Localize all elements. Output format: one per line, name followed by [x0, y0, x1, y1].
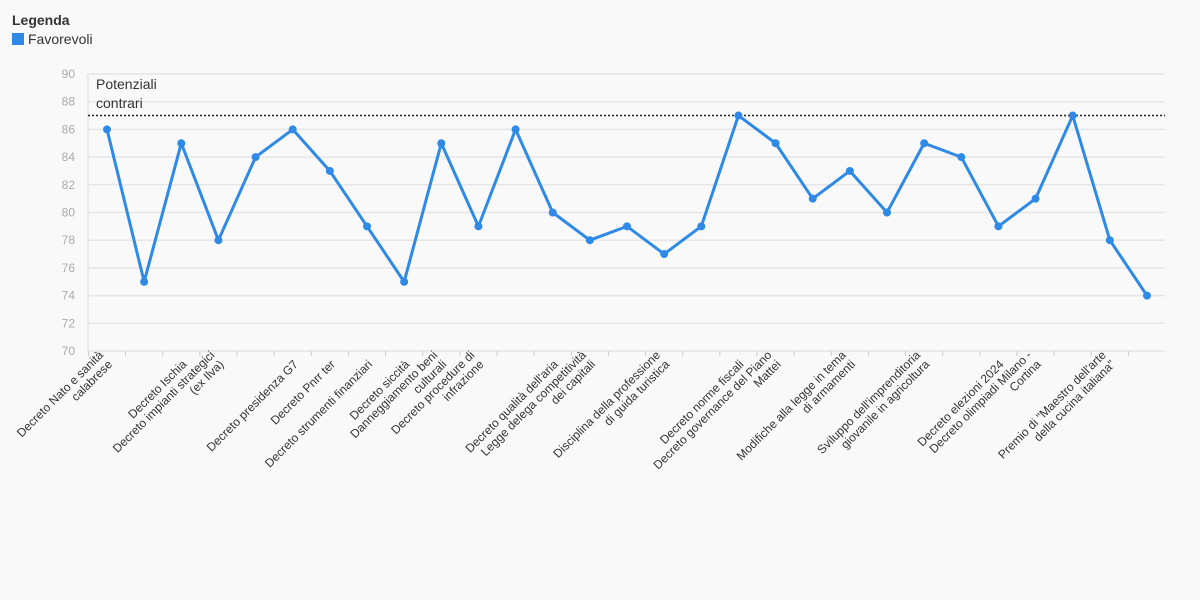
data-point — [845, 166, 854, 175]
data-point — [957, 153, 966, 162]
data-point — [1031, 194, 1040, 203]
data-point — [1105, 236, 1114, 245]
x-tick-label: Decreto olimpiadi Milano -Cortina — [927, 348, 1044, 465]
y-tick-label: 78 — [62, 233, 76, 247]
y-tick-label: 72 — [62, 316, 76, 330]
y-tick-label: 80 — [62, 206, 76, 220]
legend-item-favorevoli[interactable]: Favorevoli — [12, 31, 93, 47]
data-point — [623, 222, 631, 231]
data-point — [437, 139, 446, 148]
data-point — [325, 166, 334, 175]
reference-line-label: Potenziali contrari — [96, 76, 157, 111]
data-point — [288, 125, 297, 134]
x-axis-ticks: Decreto Nato e sanitàcalabrese Decreto Is… — [14, 348, 1129, 472]
data-point — [883, 208, 891, 217]
data-point — [511, 125, 520, 134]
data-point — [994, 222, 1003, 231]
data-point — [1068, 111, 1077, 120]
data-point — [734, 111, 743, 120]
legend-swatch — [12, 33, 24, 45]
legend-item-label: Favorevoli — [28, 31, 93, 47]
legend-title: Legenda — [12, 12, 70, 28]
x-tick-label: Decreto norme fiscali — [657, 357, 747, 447]
y-tick-label: 90 — [62, 67, 76, 81]
x-tick-label: Decreto Pnrr ter — [268, 357, 338, 427]
data-point — [363, 222, 371, 231]
y-tick-label: 82 — [62, 178, 76, 192]
data-point — [400, 277, 409, 286]
data-point — [177, 139, 186, 148]
y-tick-label: 84 — [62, 150, 76, 164]
y-tick-label: 70 — [62, 344, 76, 358]
data-point — [548, 208, 557, 217]
data-point — [920, 139, 929, 148]
y-tick-label: 76 — [62, 261, 76, 275]
data-point — [103, 125, 111, 134]
data-point — [660, 250, 669, 259]
legend: Legenda Favorevoli — [12, 12, 93, 47]
series-group — [103, 111, 1151, 300]
y-tick-label: 88 — [62, 95, 76, 109]
reference-line-group: Potenziali contrari — [88, 76, 1165, 117]
y-axis-ticks: 70 72 74 76 78 80 82 84 86 88 90 — [62, 67, 76, 358]
x-tick-label: Decreto Nato e sanitàcalabrese — [14, 348, 115, 449]
data-point — [808, 194, 817, 203]
data-point — [251, 153, 260, 162]
data-point — [697, 222, 706, 231]
grid-lines — [87, 73, 1165, 352]
data-point — [771, 139, 780, 148]
data-point — [474, 222, 483, 231]
y-tick-label: 86 — [62, 122, 76, 136]
data-point — [1143, 291, 1151, 300]
y-tick-label: 74 — [62, 289, 76, 303]
data-point — [214, 236, 223, 245]
x-tick-label: Legge delega competitivitàdei capitali — [478, 348, 598, 468]
data-point — [585, 236, 594, 245]
data-point — [140, 277, 149, 286]
